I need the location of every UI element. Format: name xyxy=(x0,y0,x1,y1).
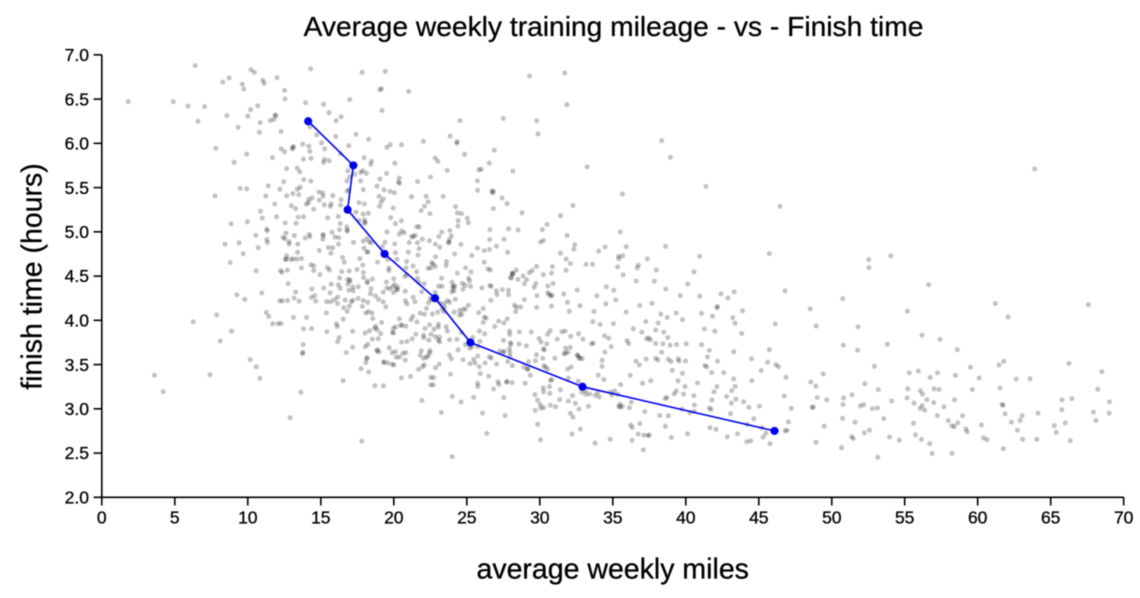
svg-text:average weekly miles: average weekly miles xyxy=(476,554,748,586)
svg-text:25: 25 xyxy=(457,508,476,528)
svg-text:70: 70 xyxy=(1114,508,1134,528)
svg-text:30: 30 xyxy=(530,508,550,528)
svg-text:55: 55 xyxy=(895,508,914,528)
svg-text:35: 35 xyxy=(603,508,622,528)
svg-text:4.5: 4.5 xyxy=(65,266,89,286)
svg-text:40: 40 xyxy=(676,508,696,528)
svg-text:60: 60 xyxy=(968,508,988,528)
svg-text:6.0: 6.0 xyxy=(65,134,90,154)
svg-text:3.0: 3.0 xyxy=(65,399,90,419)
svg-text:15: 15 xyxy=(311,508,330,528)
svg-text:5.5: 5.5 xyxy=(65,178,89,198)
svg-text:3.5: 3.5 xyxy=(65,355,89,375)
svg-text:45: 45 xyxy=(749,508,768,528)
svg-text:Average weekly training mileag: Average weekly training mileage - vs - F… xyxy=(304,10,924,42)
svg-text:4.0: 4.0 xyxy=(65,311,90,331)
svg-text:5.0: 5.0 xyxy=(65,222,90,242)
svg-text:0: 0 xyxy=(97,508,107,528)
svg-text:10: 10 xyxy=(238,508,258,528)
svg-text:20: 20 xyxy=(384,508,404,528)
svg-text:7.0: 7.0 xyxy=(65,45,90,65)
svg-text:2.5: 2.5 xyxy=(65,443,89,463)
svg-text:50: 50 xyxy=(822,508,842,528)
svg-text:2.0: 2.0 xyxy=(65,488,90,508)
svg-text:6.5: 6.5 xyxy=(65,89,89,109)
svg-text:5: 5 xyxy=(170,508,180,528)
svg-text:finish time (hours): finish time (hours) xyxy=(17,163,49,389)
svg-text:65: 65 xyxy=(1041,508,1060,528)
